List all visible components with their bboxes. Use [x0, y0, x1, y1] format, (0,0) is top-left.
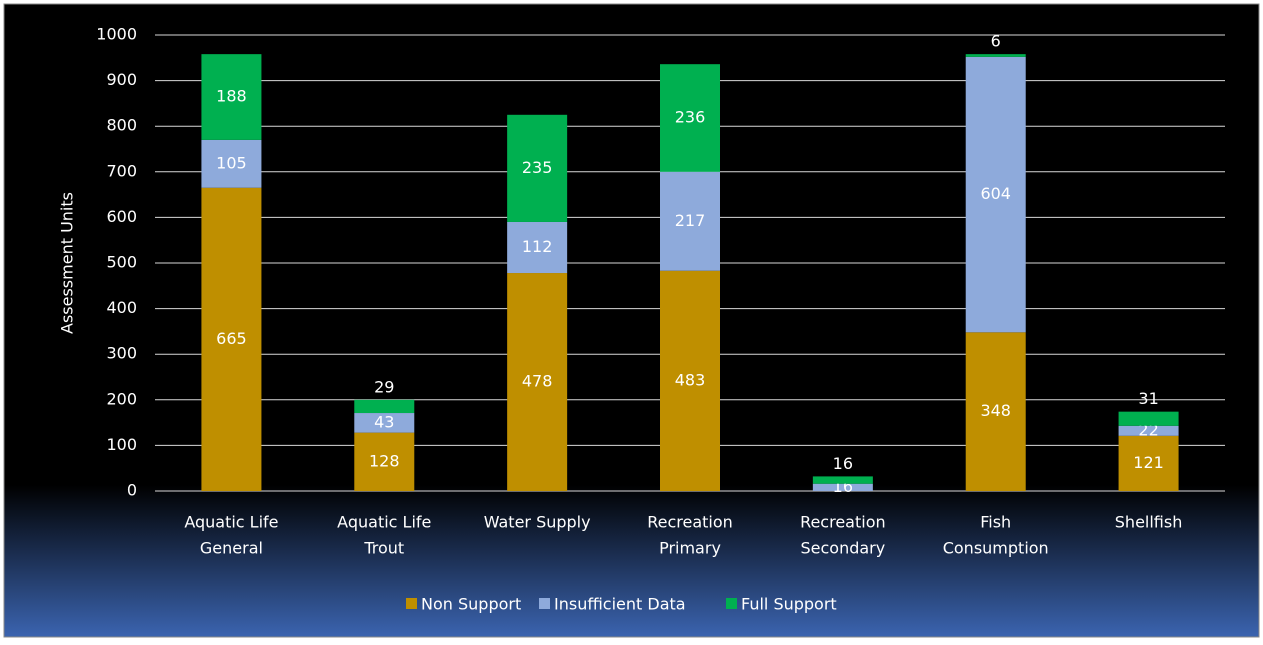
bar-segment — [201, 139, 262, 188]
bar-segment — [507, 221, 568, 274]
y-tick-label: 900 — [106, 70, 137, 89]
bar-segment — [201, 54, 262, 140]
data-label: 665 — [216, 329, 247, 348]
legend-label: Full Support — [741, 595, 837, 614]
data-label: 29 — [374, 377, 394, 396]
x-tick-label: Recreation — [647, 513, 733, 532]
y-tick-label: 1000 — [96, 25, 137, 44]
y-tick-label: 800 — [106, 116, 137, 135]
x-tick-label: Consumption — [943, 539, 1049, 558]
bar-segment — [354, 399, 415, 414]
background — [3, 3, 1260, 638]
y-tick-label: 700 — [106, 161, 137, 180]
bar-segment — [1118, 435, 1179, 491]
data-label: 112 — [522, 237, 553, 256]
bar-segment — [354, 432, 415, 491]
data-label: 43 — [374, 412, 394, 431]
bar-segment — [660, 171, 720, 271]
bar-segment — [507, 114, 568, 222]
bar-segment — [965, 56, 1026, 333]
bar-segment — [812, 483, 873, 491]
y-tick-label: 400 — [106, 298, 137, 317]
data-label: 128 — [369, 451, 400, 470]
y-tick-label: 300 — [106, 344, 137, 363]
data-label: 188 — [216, 87, 247, 106]
bar-segment — [812, 476, 873, 484]
bar-segment — [1118, 411, 1179, 426]
x-tick-label: Aquatic Life — [337, 513, 431, 532]
bar-segment — [354, 413, 415, 433]
legend-swatch — [726, 598, 737, 609]
legend-swatch — [539, 598, 550, 609]
bar-segment — [201, 187, 262, 491]
y-tick-label: 500 — [106, 253, 137, 272]
x-tick-label: Fish — [980, 513, 1011, 532]
x-tick-label: Aquatic Life — [184, 513, 278, 532]
y-tick-label: 100 — [106, 435, 137, 454]
data-label: 483 — [675, 370, 706, 389]
data-label: 6 — [991, 32, 1001, 51]
x-tick-label: General — [200, 539, 263, 558]
data-label: 478 — [522, 372, 553, 391]
bar-segment — [507, 273, 568, 491]
y-axis-title: Assessment Units — [58, 192, 77, 334]
y-tick-label: 0 — [127, 481, 137, 500]
bar-segment — [1118, 425, 1179, 436]
x-tick-label: Water Supply — [484, 513, 591, 532]
data-label: 217 — [675, 211, 706, 230]
y-tick-label: 600 — [106, 207, 137, 226]
data-label: 348 — [980, 401, 1011, 420]
data-label: 105 — [216, 153, 247, 172]
x-tick-label: Recreation — [800, 513, 886, 532]
x-tick-label: Trout — [363, 539, 404, 558]
legend-swatch — [406, 598, 417, 609]
data-label: 604 — [980, 184, 1011, 203]
data-label: 236 — [675, 107, 706, 126]
legend-label: Non Support — [421, 595, 521, 614]
data-label: 16 — [833, 454, 853, 473]
x-tick-label: Secondary — [800, 539, 885, 558]
x-tick-label: Primary — [659, 539, 721, 558]
bar-segment — [660, 270, 720, 491]
bar-segment — [965, 54, 1026, 57]
bar-segment — [965, 332, 1026, 491]
data-label: 235 — [522, 158, 553, 177]
bar-segment — [660, 64, 720, 172]
x-tick-label: Shellfish — [1115, 513, 1183, 532]
data-label: 31 — [1138, 389, 1158, 408]
y-tick-label: 200 — [106, 389, 137, 408]
data-label: 121 — [1133, 453, 1164, 472]
legend-label: Insufficient Data — [554, 595, 686, 614]
